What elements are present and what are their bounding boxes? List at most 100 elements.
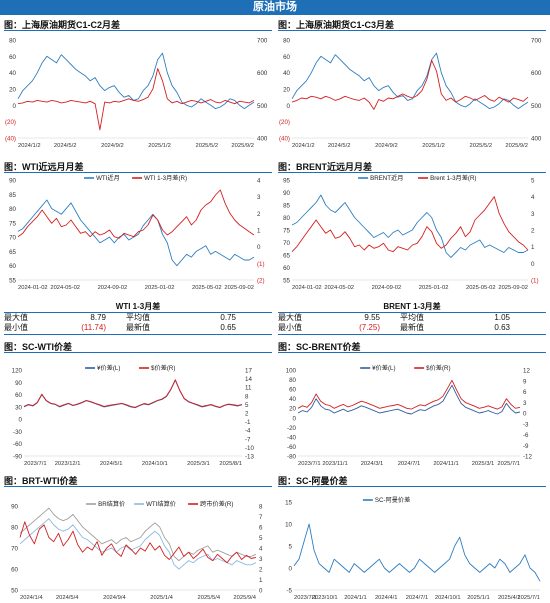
stat-value: 8.79: [90, 313, 106, 322]
y-tick-right: -3: [523, 421, 529, 428]
panel-sc-c1c2: 图：上海原油期货C1-C2月差 80 60 40 20 0 (20) (40) 700 600 5…: [4, 18, 272, 156]
stat-value: 1.05: [494, 313, 510, 322]
x-tick: 2025/1/1: [467, 595, 490, 601]
x-tick: 2025/3/1: [472, 461, 495, 467]
panel-wti: 图：WTI近远月月差 90 85 80 75 70 65 60 55 4 3 2 1 0 (1) (2) 20…: [4, 160, 272, 298]
y-tick-left: -60: [287, 444, 297, 451]
y-tick-right: 5: [259, 535, 263, 542]
stat-label: 最大值: [278, 313, 302, 322]
stat-value: 9.55: [364, 313, 380, 322]
x-tick: 2025/3/1: [187, 461, 210, 467]
series-line: [291, 52, 529, 110]
y-tick-left: 0: [293, 415, 297, 422]
x-tick: 2025/4/1: [498, 595, 521, 601]
series-line: [291, 59, 529, 110]
y-tick-right: -13: [245, 454, 255, 461]
x-tick: 2024/5/1: [100, 461, 123, 467]
y-tick-left: 85: [9, 192, 16, 199]
y-tick-left: 60: [15, 392, 22, 399]
y-tick-right: 2: [257, 211, 261, 218]
x-tick: 2025/1/2: [422, 143, 445, 149]
x-tick: 2024-09-02: [98, 285, 128, 291]
stat-value: (7.25): [359, 323, 380, 332]
series-line: [23, 379, 243, 408]
x-tick: 2024/5/4: [56, 595, 79, 601]
y-tick-left: 60: [283, 54, 290, 61]
y-tick-right: 8: [259, 504, 263, 511]
y-tick-left: -60: [13, 441, 23, 448]
x-tick: 2025/9/4: [233, 595, 256, 601]
legend-label: BRENT近月: [370, 174, 403, 182]
panel-sc-brent: 图：SC-BRENT价差 100 80 60 40 20 0 -20 -40 -60 -80 12 9…: [278, 340, 546, 470]
y-tick-left: (20): [5, 119, 16, 126]
y-tick-left: 15: [285, 500, 292, 507]
x-tick: 2024-05-02: [324, 285, 354, 291]
x-tick: 2024/11/1: [433, 461, 458, 467]
y-tick-left: 0: [289, 566, 293, 573]
y-tick-left: 0: [287, 103, 291, 110]
series-line: [19, 507, 257, 562]
y-tick-left: 80: [283, 215, 290, 222]
y-tick-left: -20: [287, 425, 297, 432]
series-line: [19, 521, 257, 564]
stats-table-brent: BRENT 1-3月差 最大值 9.55 平均值 1.05 最小值 (7.25)…: [278, 301, 546, 335]
series-line: [291, 194, 529, 258]
stat-label: 最小值: [278, 323, 302, 332]
stat-label: 最新值: [400, 323, 424, 332]
panel-brent: 图：BRENT近远月月差 95 90 85 80 75 70 65 60 55 5 4 3 2 1 0 (1)…: [278, 160, 546, 298]
y-tick-left: 75: [283, 228, 290, 235]
y-tick-right: 6: [523, 389, 527, 396]
y-tick-left: 55: [9, 278, 16, 285]
stats-table-wti: WTI 1-3月差 最大值 8.79 平均值 0.75 最小值 (11.74) …: [4, 301, 272, 335]
x-tick: 2023/7/1: [294, 595, 317, 601]
x-tick: 2025-05-02: [192, 285, 222, 291]
y-tick-right: 3: [259, 556, 263, 563]
panel-brt-wti: 图：BRT-WTI价差 90 80 70 60 50 8 7 6 5 4 3 2 1 0 2024/1/4 2…: [4, 474, 272, 602]
y-tick-right: 400: [257, 136, 268, 143]
panel-sc-c1c3: 图：上海原油期货C1-C3月差 80 60 40 20 0 (20) (40) 700 600 5…: [278, 18, 546, 156]
x-tick: 2025-05-02: [466, 285, 496, 291]
y-tick-right: 600: [257, 70, 268, 77]
table-title: BRENT 1-3月差: [383, 302, 441, 311]
x-tick: 2024/1/2: [292, 143, 315, 149]
table-row: 最大值 8.79 平均值 0.75: [4, 313, 272, 323]
y-tick-left: 75: [9, 220, 16, 227]
stat-label: 最大值: [4, 313, 28, 322]
stat-label: 平均值: [400, 313, 424, 322]
legend-label: $价差(R): [151, 364, 175, 372]
y-tick-left: 20: [9, 87, 16, 94]
y-tick-right: 0: [523, 411, 527, 418]
table-row: 最小值 (11.74) 最新值 0.65: [4, 323, 272, 333]
x-tick: 2024/10/1: [142, 461, 168, 467]
y-tick-left: (40): [5, 136, 16, 143]
x-tick: 2024/3/1: [361, 461, 384, 467]
x-tick: 2024/7/1: [398, 461, 421, 467]
y-tick-left: 60: [11, 567, 18, 574]
chart-title: 图：上海原油期货C1-C2月差: [4, 20, 121, 30]
y-tick-right: 4: [259, 546, 263, 553]
x-tick: 2024/1/1: [344, 595, 367, 601]
y-tick-right: 8: [245, 393, 249, 400]
legend-label: $价差(R): [426, 364, 450, 372]
series-line: [293, 523, 541, 582]
x-tick: 2025/5/2: [196, 143, 219, 149]
y-tick-left: 65: [283, 253, 290, 260]
y-tick-right: -6: [523, 432, 529, 439]
y-tick-right: 4: [257, 178, 261, 185]
y-tick-left: 20: [289, 406, 296, 413]
x-tick: 2025/9/2: [505, 143, 528, 149]
y-tick-right: 9: [523, 378, 527, 385]
x-tick: 2024/9/4: [103, 595, 126, 601]
y-tick-right: 6: [259, 525, 263, 532]
y-tick-left: 60: [289, 387, 296, 394]
y-tick-left: 120: [12, 368, 23, 375]
y-tick-right: 3: [531, 211, 535, 218]
chart-sc-c1c2: 80 60 40 20 0 (20) (40) 700 600 500 400 2024/1/2 202…: [5, 38, 268, 150]
y-tick-left: 80: [283, 38, 290, 45]
legend-label: SC-阿曼价差: [375, 496, 410, 504]
x-tick: 2023/7/1: [24, 461, 47, 467]
y-tick-left: 90: [9, 178, 16, 185]
y-tick-left: 85: [283, 203, 290, 210]
